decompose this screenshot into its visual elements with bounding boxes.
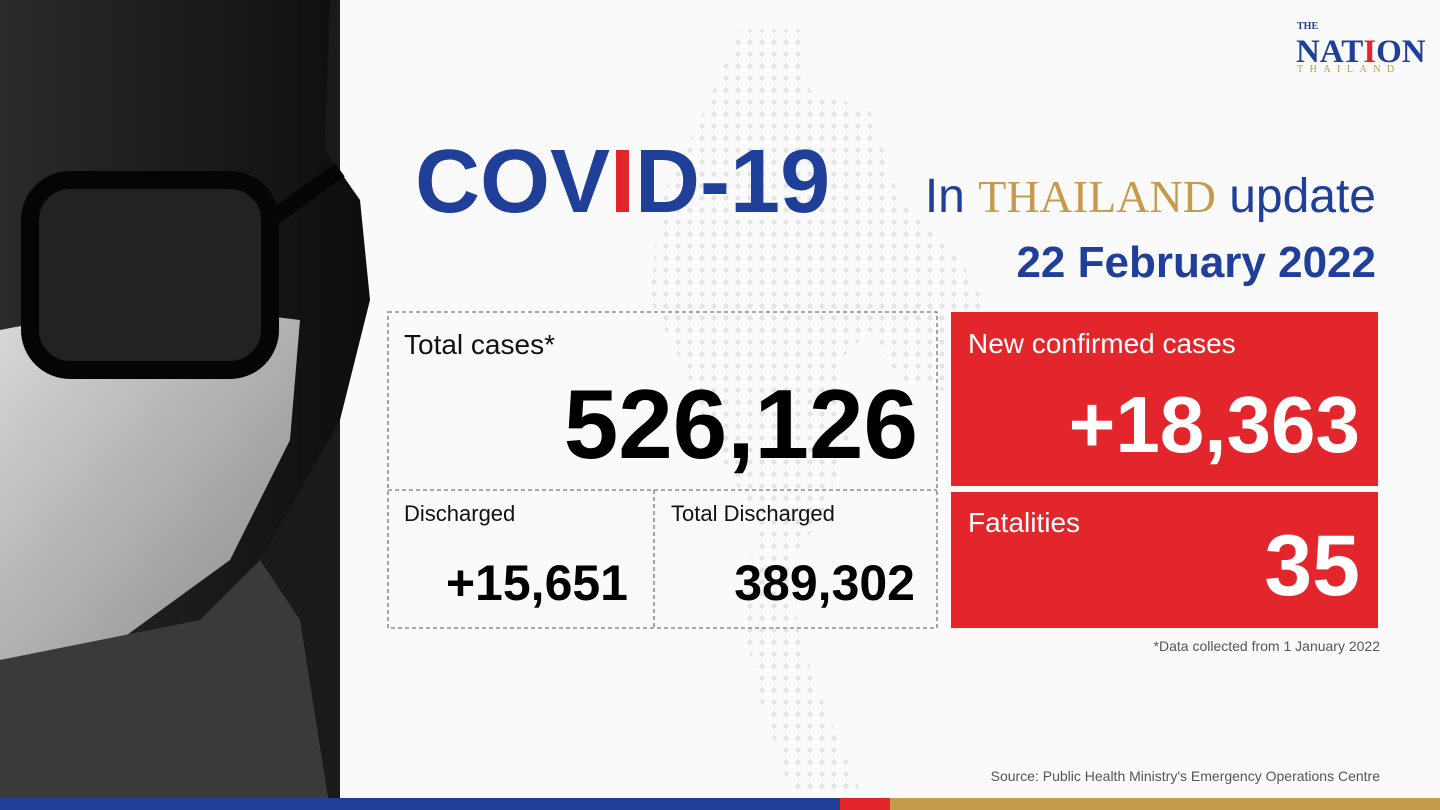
fatalities-label: Fatalities: [968, 507, 1080, 538]
bottom-bar-gold: [890, 798, 1440, 810]
title-suffix: update: [1229, 170, 1376, 223]
logo-top: THE: [1297, 21, 1318, 32]
source: Source: Public Health Ministry's Emergen…: [991, 768, 1381, 784]
fatalities-value: 35: [1264, 518, 1360, 614]
total-discharged-value: 389,302: [734, 555, 915, 611]
title-sub: In THAILAND update: [925, 170, 1376, 223]
new-cases-label: New confirmed cases: [968, 328, 1236, 359]
map-dots: [650, 30, 1000, 790]
person-photo: [0, 0, 370, 810]
fatalities-box: [951, 492, 1378, 628]
logo-main: NATION: [1296, 34, 1426, 70]
stats-box: [387, 311, 938, 629]
title-part: D-19: [635, 132, 830, 232]
title-prefix: In: [925, 170, 965, 223]
logo-part: I: [1363, 34, 1376, 70]
bottom-bar-red: [840, 798, 890, 810]
title-country: THAILAND: [978, 171, 1216, 222]
title-part: COV: [415, 132, 610, 232]
logo-bottom: THAILAND: [1297, 64, 1401, 75]
title-part: I: [610, 132, 635, 232]
logo: THE NATION THAILAND: [1296, 21, 1426, 75]
discharged-label: Discharged: [404, 501, 515, 526]
footnote: *Data collected from 1 January 2022: [1154, 638, 1381, 654]
new-cases-box: [951, 312, 1378, 486]
total-cases-value: 526,126: [564, 369, 918, 479]
new-cases-value: +18,363: [1069, 380, 1360, 469]
stats-border: [387, 311, 938, 629]
total-cases-label: Total cases*: [404, 329, 555, 360]
title-main: COVID-19: [415, 132, 830, 232]
total-discharged-label: Total Discharged: [671, 501, 835, 526]
logo-part: ON: [1376, 34, 1426, 70]
logo-part: NAT: [1296, 34, 1363, 70]
discharged-value: +15,651: [446, 555, 628, 611]
bottom-bar-blue: [0, 798, 840, 810]
date: 22 February 2022: [1016, 238, 1376, 287]
